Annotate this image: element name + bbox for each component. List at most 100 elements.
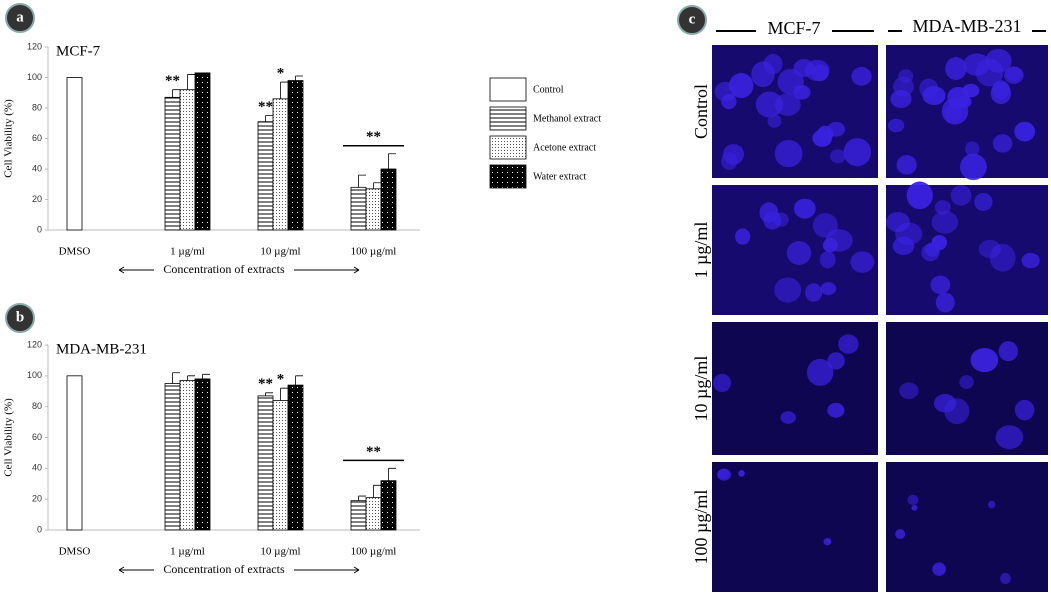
nucleus (962, 83, 980, 98)
nucleus (738, 469, 745, 477)
y-tick-label: 120 (27, 339, 42, 349)
nucleus (793, 198, 816, 219)
y-tick-label: 20 (32, 494, 42, 504)
significance-mark: ** (258, 99, 273, 115)
error-bar (187, 74, 195, 90)
x-tick-label: 10 µg/ml (260, 546, 300, 558)
bar (365, 497, 382, 531)
nucleus (974, 192, 993, 211)
nucleus (899, 382, 919, 400)
error-bar (295, 375, 303, 386)
x-tick-label: 1 µg/ml (170, 546, 205, 558)
error-bar (202, 373, 210, 379)
bar (380, 168, 397, 231)
nucleus (965, 141, 980, 157)
y-axis-label: Cell Viability (%) (3, 99, 15, 178)
y-tick-label: 60 (32, 133, 42, 143)
column-header: MCF-7 (767, 18, 820, 38)
error-bar (265, 115, 273, 122)
nucleus (922, 86, 946, 106)
nucleus (786, 240, 812, 265)
nucleus (992, 134, 1013, 153)
nucleus (838, 334, 859, 354)
nucleus (827, 402, 845, 418)
row-label: 10 µg/ml (691, 356, 711, 422)
nucleus (932, 562, 946, 576)
x-tick-label: DMSO (59, 546, 91, 558)
nucleus (989, 243, 1016, 272)
y-tick-label: 0 (37, 224, 42, 234)
bar (272, 400, 289, 531)
nucleus (895, 222, 923, 246)
nucleus (774, 277, 802, 303)
y-axis-label: Cell Viability (%) (3, 398, 15, 477)
nucleus (995, 425, 1024, 450)
nucleus (992, 80, 1010, 99)
nucleus (812, 213, 838, 238)
nucleus (890, 89, 912, 109)
bar (350, 186, 367, 231)
y-tick-label: 120 (27, 41, 42, 51)
y-tick-label: 40 (32, 163, 42, 173)
bar (194, 378, 211, 531)
y-tick-label: 40 (32, 463, 42, 473)
bar (66, 375, 83, 531)
nucleus (780, 411, 796, 424)
bar (164, 383, 181, 531)
row-label: Control (691, 84, 711, 139)
nucleus (767, 114, 782, 128)
bar (257, 121, 274, 231)
panel-label: a (16, 9, 24, 25)
legend-swatch (489, 106, 527, 131)
nucleus (805, 283, 823, 302)
panel-badge (677, 5, 707, 35)
nucleus (959, 375, 974, 390)
y-tick-label: 100 (27, 72, 42, 82)
nucleus (1021, 252, 1040, 269)
nucleus (759, 202, 779, 223)
y-tick-label: 20 (32, 194, 42, 204)
y-tick-label: 0 (37, 524, 42, 534)
nucleus (713, 373, 731, 393)
error-bar (358, 174, 366, 188)
legend-swatch (489, 77, 527, 102)
x-tick-label: 10 µg/ml (260, 246, 300, 258)
nucleus (817, 125, 834, 142)
panel-badge (5, 303, 35, 333)
nucleus (777, 68, 804, 95)
nucleus (717, 468, 732, 481)
x-tick-label: 100 µg/ml (351, 246, 397, 258)
micrograph (886, 462, 1048, 592)
nucleus (827, 352, 845, 370)
column-header: MDA-MB-231 (912, 16, 1021, 36)
error-bar (172, 372, 180, 384)
nucleus (721, 152, 738, 171)
arrow (294, 566, 360, 574)
nucleus (887, 118, 905, 133)
panel-label: c (689, 11, 696, 27)
bar (380, 480, 397, 531)
bar (164, 96, 181, 231)
nucleus (907, 494, 919, 506)
bar (194, 72, 211, 231)
nucleus (944, 104, 962, 121)
error-bar (187, 375, 195, 381)
bar (272, 98, 289, 231)
nucleus (714, 81, 737, 102)
nucleus (819, 251, 836, 269)
error-bar (358, 495, 366, 501)
bar (179, 380, 196, 531)
nucleus (934, 200, 951, 215)
error-bar (280, 81, 288, 99)
arrow (118, 566, 154, 574)
error-bar (295, 75, 303, 81)
y-tick-label: 100 (27, 370, 42, 380)
bar (66, 77, 83, 231)
nucleus (851, 67, 872, 86)
x-axis-label: Concentration of extracts (163, 262, 285, 276)
nucleus (933, 394, 957, 413)
nucleus (959, 153, 987, 181)
nucleus (1014, 399, 1035, 421)
error-bar (280, 387, 288, 401)
